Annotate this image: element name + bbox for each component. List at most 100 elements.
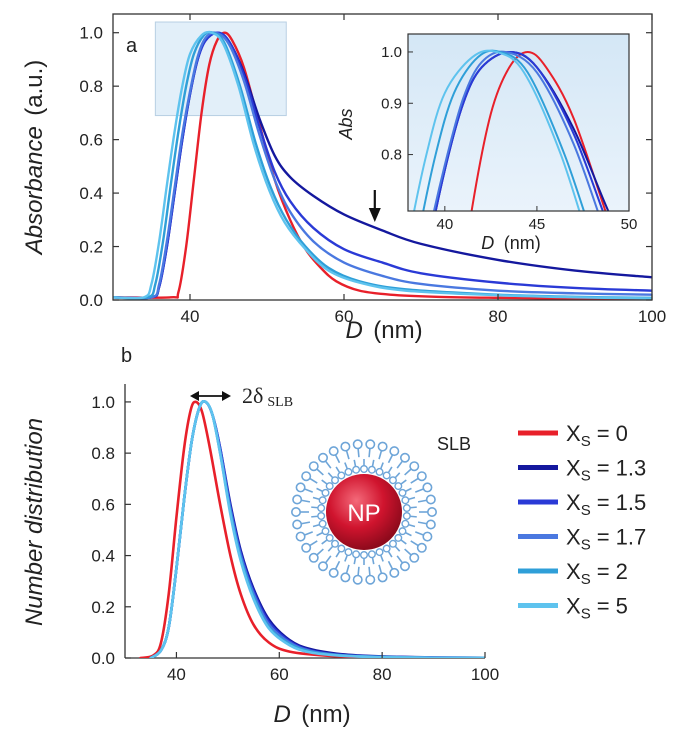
lipid-head <box>360 551 369 560</box>
delta-arrow-head-left <box>190 391 199 401</box>
lipid-tail <box>404 468 412 476</box>
panel-a-inset: 40 45 50 0.8 0.9 1.0 Abs D (nm) <box>336 33 637 253</box>
legend-var: X <box>566 456 581 481</box>
lipid-tail <box>408 523 416 528</box>
panel-a-ytick-label: 0.2 <box>79 238 103 257</box>
lipid-head <box>321 488 330 497</box>
legend-label-4: XS = 2 <box>566 559 628 588</box>
lipid-head <box>325 482 334 491</box>
lipid-tail <box>371 459 375 467</box>
panel-b-series-line-1 <box>149 399 485 658</box>
legend-label-0: XS = 0 <box>566 421 628 450</box>
lipid-tail <box>353 557 357 565</box>
panel-b-ytick-label: 0.2 <box>91 598 115 617</box>
lipid-head <box>399 452 410 463</box>
lipid-head <box>308 552 319 563</box>
lipid-tail <box>300 499 311 503</box>
lipid-head <box>398 527 407 536</box>
delta-arrow-head-right <box>222 391 231 401</box>
panel-b-series-line-2 <box>149 399 485 658</box>
lipid-tail <box>311 506 319 509</box>
lipid-tail <box>316 487 324 493</box>
lipid-head <box>422 531 433 542</box>
panel-a-ytick-label: 0.0 <box>79 291 103 310</box>
panel-a-series-group <box>113 30 652 300</box>
lipid-head <box>398 488 407 497</box>
lipid-head <box>344 548 353 557</box>
nanoparticle-bilayer-illustration: NP SLB <box>290 434 471 585</box>
lipid-head <box>352 439 363 450</box>
panel-b-xtick-label: 40 <box>167 665 186 684</box>
lipid-head <box>367 550 376 559</box>
lipid-tail <box>404 487 412 493</box>
lipid-tail <box>368 448 371 458</box>
inset-xlabel: D (nm) <box>481 233 540 253</box>
legend-value: = 1.7 <box>597 525 647 550</box>
legend-sub: S <box>581 468 591 485</box>
lipid-tail <box>409 515 417 518</box>
lipid-tail <box>345 450 350 460</box>
lipid-head <box>377 441 388 452</box>
arrow-head <box>368 208 381 222</box>
panel-a-xlabel: D (nm) <box>345 317 422 344</box>
panel-a-ylabel: Absorbance (a.u.) <box>21 60 48 257</box>
lipid-tail <box>408 496 416 501</box>
panel-a-series-line-4 <box>113 30 652 300</box>
lipid-head <box>382 544 391 553</box>
legend-sub: S <box>581 606 591 623</box>
lipid-head <box>377 572 388 583</box>
lipid-tail <box>387 560 394 570</box>
lipid-head <box>308 461 319 472</box>
lipid-head <box>426 506 437 517</box>
panel-b-xtick-label: 60 <box>270 665 289 684</box>
lipid-head <box>375 467 384 476</box>
inset-ytick-label: 0.8 <box>381 147 402 164</box>
legend-sub: S <box>581 433 591 450</box>
nanoparticle-core-icon <box>326 474 402 550</box>
lipid-head <box>295 482 306 493</box>
lipid-head <box>301 471 312 482</box>
lipid-head <box>365 439 376 450</box>
lipid-head <box>331 476 340 485</box>
inset-series-line-1 <box>434 50 610 211</box>
lipid-tail <box>394 545 401 552</box>
inset-ytick-label: 1.0 <box>381 44 402 61</box>
lipid-head <box>375 548 384 557</box>
lipid-head <box>328 567 339 578</box>
lipid-tail <box>316 548 324 556</box>
lipid-head <box>416 542 427 553</box>
panel-b-ticks: 40 60 80 100 0.0 0.2 0.4 0.6 0.8 1.0 <box>91 393 499 684</box>
legend-var: X <box>566 525 581 550</box>
lipid-tail <box>321 479 328 485</box>
lipid-head <box>402 504 411 513</box>
panel-b-xtick-label: 100 <box>471 665 499 684</box>
lipid-tail <box>387 550 393 558</box>
lipid-tail <box>344 462 349 470</box>
panel-a-xtick-label: 80 <box>489 307 508 326</box>
lipid-tail <box>394 472 401 479</box>
lipid-head <box>360 465 369 474</box>
lipid-head <box>401 496 410 505</box>
inset-xlabel-unit: (nm) <box>504 233 541 253</box>
inset-xlabel-var: D <box>481 233 494 253</box>
panel-a-series-line-5 <box>113 30 652 300</box>
lipid-tail <box>316 531 324 537</box>
lipid-head <box>402 511 411 520</box>
panel-b-ytick-label: 0.0 <box>91 649 115 668</box>
lipid-head <box>317 511 326 520</box>
panel-a-absorbance-chart: 40 60 80 100 0.0 0.2 0.4 0.6 0.8 1.0 a 40 45 50 0.8 0… <box>21 13 666 344</box>
lipid-head <box>318 519 327 528</box>
lipid-head <box>337 471 346 480</box>
inset-series-line-5 <box>413 49 581 211</box>
inset-series-line-3 <box>432 50 599 211</box>
lipid-tail <box>324 460 332 469</box>
lipid-tail <box>410 540 419 547</box>
lipid-head <box>389 567 400 578</box>
lipid-tail <box>410 477 419 484</box>
panel-b-ytick-label: 0.6 <box>91 495 115 514</box>
panel-a-xtick-label: 40 <box>181 307 200 326</box>
lipid-tail <box>378 450 383 460</box>
lipid-tail <box>409 506 417 509</box>
lipid-tail <box>414 531 424 536</box>
